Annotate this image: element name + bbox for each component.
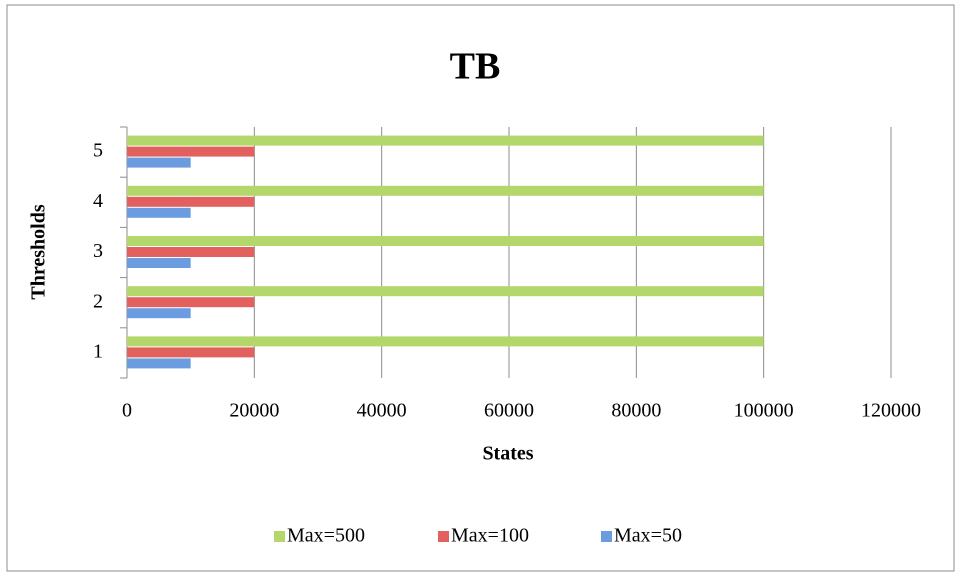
bar [127,196,255,207]
x-tick-label: 0 [122,400,132,422]
y-tick-label: 2 [93,290,103,312]
bar [127,258,191,268]
bar [127,308,191,319]
y-axis-label: Thresholds [28,204,50,299]
y-tick-label: 5 [93,140,103,162]
bar [127,185,764,196]
x-axis-label: States [482,443,533,465]
legend-label: Max=50 [614,525,682,547]
bar [127,157,191,168]
chart-title: TB [450,46,501,88]
legend-label: Max=100 [451,525,529,547]
bar [127,247,255,257]
y-tick-label: 3 [93,240,103,262]
bar [127,297,255,308]
bar [127,236,764,246]
legend-swatch [601,531,612,542]
y-tick-label: 4 [93,190,103,212]
bar [127,347,255,358]
legend-swatch [438,531,449,542]
y-tick-label: 1 [93,340,103,362]
x-tick-label: 120000 [861,400,921,422]
bar [127,336,764,347]
x-tick-label: 40000 [357,400,407,422]
bar [127,207,191,218]
bar [127,135,764,146]
bar [127,286,764,297]
legend-swatch [274,531,285,542]
x-tick-label: 100000 [734,400,794,422]
legend-label: Max=500 [287,525,365,547]
x-tick-label: 20000 [229,400,279,422]
bar [127,146,255,157]
x-tick-label: 60000 [484,400,534,422]
x-tick-label: 80000 [611,400,661,422]
bar [127,358,191,369]
